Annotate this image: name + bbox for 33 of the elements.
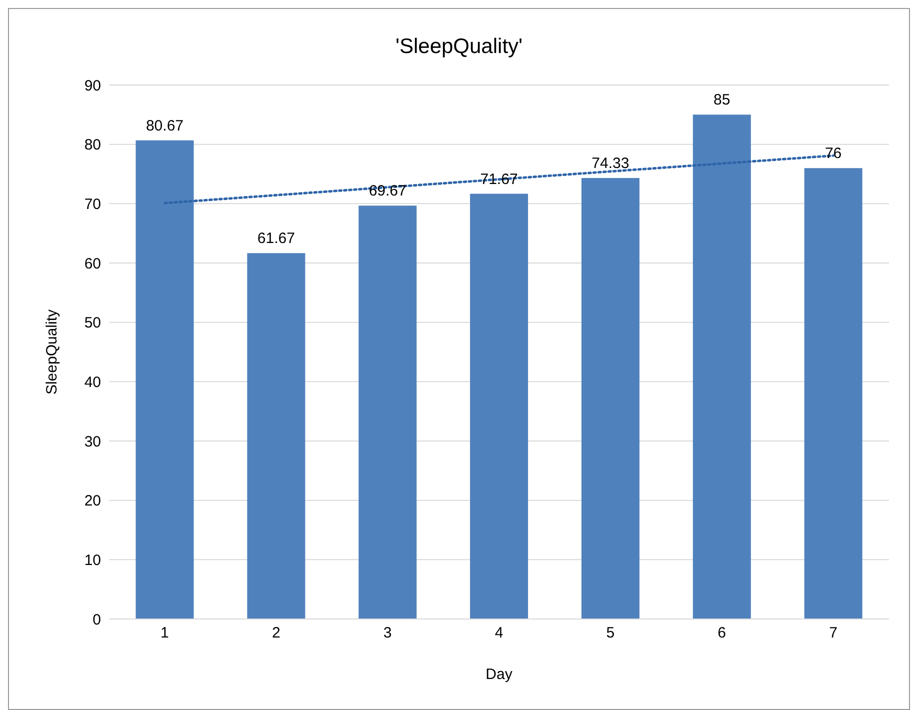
x-tick-label: 7 — [829, 624, 838, 642]
bar — [804, 168, 862, 619]
y-tick-label: 20 — [84, 492, 101, 510]
x-tick-label: 5 — [606, 624, 615, 642]
data-label: 76 — [824, 145, 842, 162]
y-tick-label: 30 — [84, 433, 101, 450]
chart-title: 'SleepQuality' — [394, 35, 524, 59]
bar — [136, 140, 194, 619]
bar — [692, 114, 751, 619]
x-tick-label: 6 — [718, 624, 726, 642]
data-label: 85 — [714, 92, 730, 109]
data-label: 69.67 — [368, 182, 406, 200]
data-label: 74.33 — [592, 154, 630, 172]
x-tick-label: 2 — [272, 624, 280, 642]
y-tick-label: 80 — [84, 136, 101, 154]
bar — [470, 194, 528, 619]
data-label: 80.67 — [146, 117, 184, 134]
bar — [358, 206, 417, 619]
x-axis-title: Day — [486, 666, 513, 683]
bar — [581, 178, 640, 619]
y-tick-label: 0 — [92, 611, 101, 628]
bar — [247, 253, 306, 619]
x-tick-label: 3 — [383, 624, 392, 642]
x-tick-label: 1 — [160, 624, 169, 642]
y-tick-label: 90 — [84, 77, 101, 94]
y-tick-label: 60 — [84, 255, 101, 272]
y-tick-label: 50 — [84, 314, 101, 332]
y-tick-label: 10 — [84, 552, 101, 569]
y-tick-label: 70 — [84, 196, 101, 213]
data-label: 61.67 — [257, 230, 295, 248]
y-tick-label: 40 — [84, 374, 101, 391]
y-axis-title: SleepQuality — [43, 308, 60, 395]
x-tick-label: 4 — [494, 624, 504, 642]
